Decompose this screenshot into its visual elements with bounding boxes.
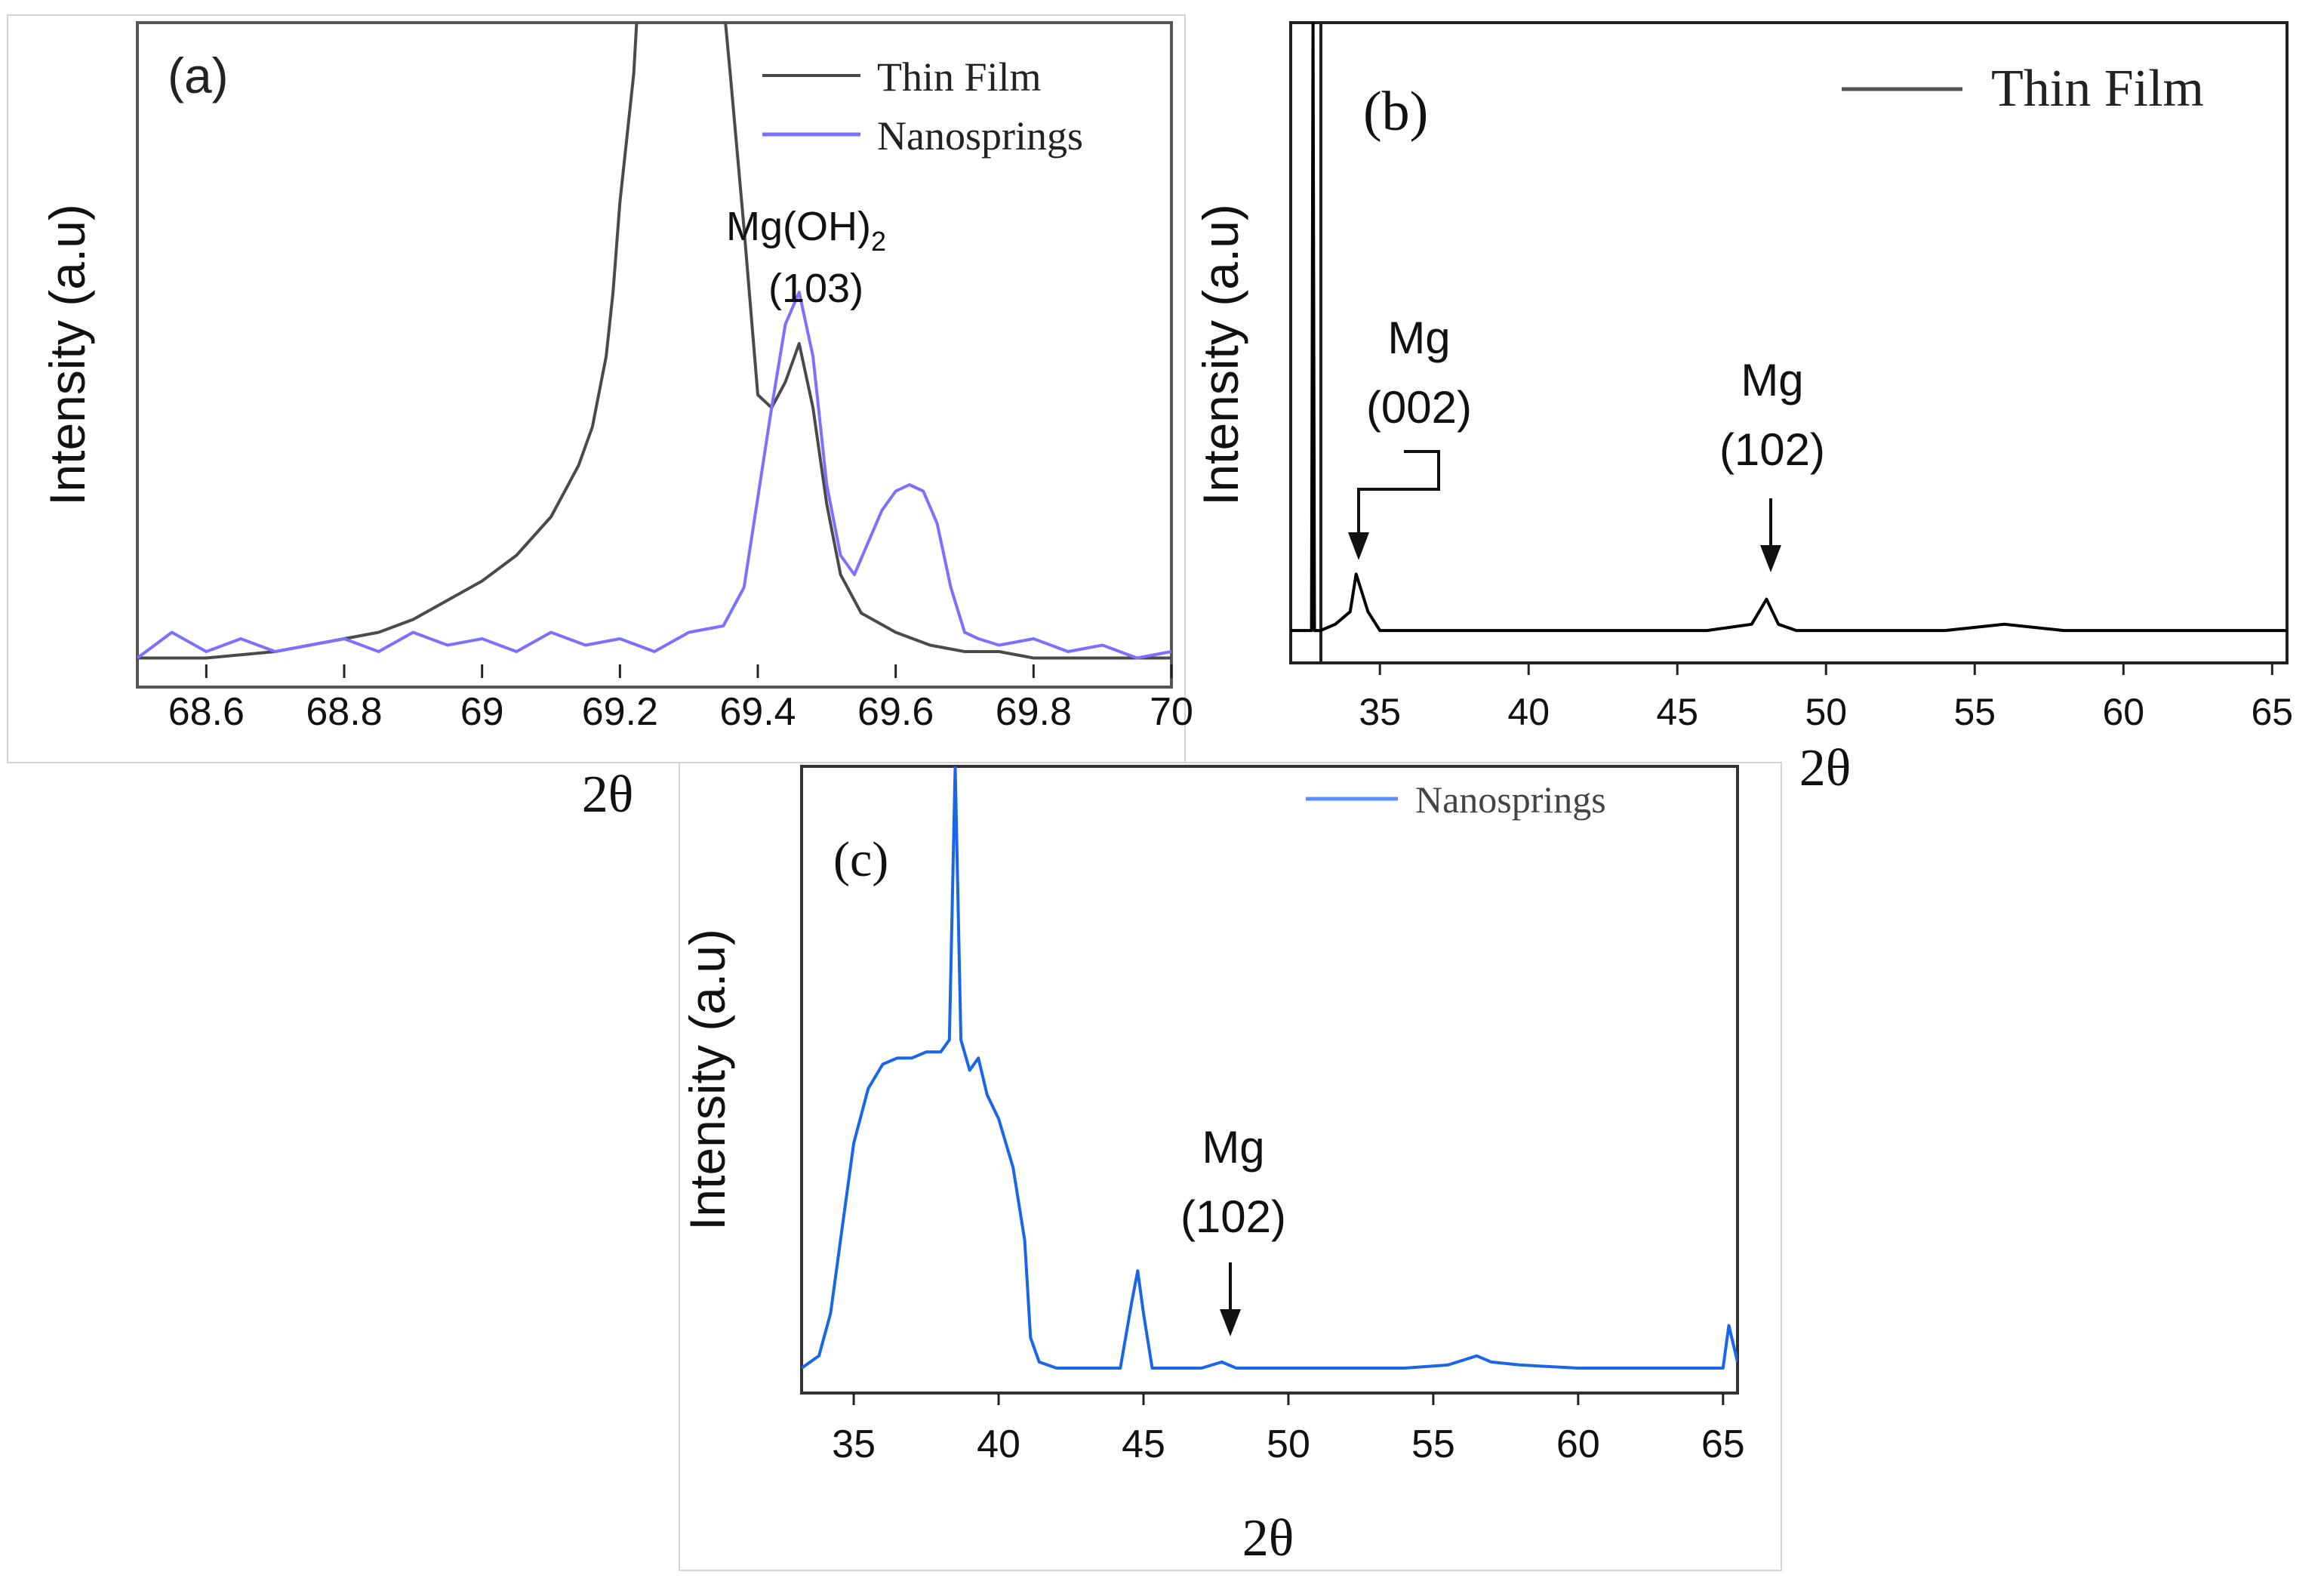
panel-b-y-axis-label: Intensity (a.u) [1193,204,1248,506]
panel-b-x-tick-labels: 35 40 45 50 55 60 65 [1359,691,2293,733]
panel-b-x-tick-label: 45 [1656,691,1698,733]
panel-c-annotation-mg-102: Mg (102) [1180,1122,1286,1336]
panel-b-label: (b) [1363,81,1428,143]
panel-a-annotation-mgoh2-103: Mg(OH)2 (103) [726,204,886,311]
panel-c-plot-frame [800,765,1739,1395]
panel-a-x-tick-label: 69.8 [996,690,1072,734]
panel-a-label: (a) [168,48,229,103]
panel-c-series [802,766,1738,1370]
panel-c-annotation-102-line1: Mg [1202,1122,1264,1173]
panel-a: 68.6 68.8 69 69.2 69.4 69.6 69.8 70 (a) Thin Fi… [7,14,1193,824]
panel-a-x-tick-label: 68.6 [168,690,245,734]
panel-b-annotation-102-line2: (102) [1719,424,1825,475]
panel-c-x-tick-label: 50 [1267,1422,1310,1466]
panel-c-series-nanosprings [802,766,1738,1370]
panel-c-label: (c) [833,832,888,887]
panel-b-x-tick-label: 35 [1359,691,1401,733]
panel-a-outer-frame [7,14,1186,763]
panel-c-y-axis-label: Intensity (a.u) [679,929,735,1231]
panel-c-annotation-102-line2: (102) [1180,1191,1286,1242]
panel-a-legend-label-nanosprings: Nanosprings [877,113,1083,159]
panel-a-annotation-subscript: 2 [871,226,886,257]
panel-c-annotation-102-arrowhead [1220,1309,1241,1336]
panel-b-annotation-002-line1: Mg [1387,313,1450,363]
panel-b-annotation-mg-002: Mg (002) [1348,313,1472,560]
panel-b-annotation-102-arrowhead [1760,545,1781,572]
panel-c-x-ticks [852,1393,1725,1405]
panel-a-x-ticks [205,664,1173,678]
panel-b-x-tick-label: 50 [1805,691,1847,733]
panel-a-x-tick-label: 68.8 [306,690,382,734]
panel-a-plot-frame [136,21,1173,689]
panel-b-annotation-002-leader [1357,450,1440,532]
panel-a-annotation-line2: (103) [768,266,863,311]
panel-c-x-tick-label: 55 [1411,1422,1455,1466]
panel-c-legend-label-nanosprings: Nanosprings [1415,778,1606,821]
panel-b-x-tick-label: 65 [2251,691,2293,733]
panel-b-annotation-mg-102: Mg (102) [1719,355,1825,572]
panel-c-legend: Nanosprings [1306,778,1606,821]
panel-b-x-tick-label: 40 [1507,691,1550,733]
panel-a-series [137,23,1171,660]
panel-b-annotation-102-line1: Mg [1741,355,1803,405]
panel-a-x-tick-label: 69.4 [719,690,796,734]
panel-c-x-tick-label: 65 [1701,1422,1745,1466]
panel-a-x-tick-label: 69.2 [582,690,658,734]
panel-b-series [1291,23,2287,633]
panel-c-x-tick-label: 60 [1556,1422,1600,1466]
panel-c-x-axis-label: 2θ [1242,1509,1294,1567]
panel-c-x-tick-label: 35 [832,1422,876,1466]
panel-b-annotation-002-arrowhead [1348,532,1369,560]
panel-b-series-thin-film [1291,23,2287,633]
panel-a-series-nanosprings [137,291,1171,660]
panel-a-x-axis-label: 2θ [582,766,634,824]
panel-a-x-tick-label: 69 [460,690,504,734]
panel-b-legend: Thin Film [1842,60,2204,118]
panel-b-x-axis-label: 2θ [1799,739,1852,797]
panel-a-x-tick-labels: 68.6 68.8 69 69.2 69.4 69.6 69.8 70 [168,690,1193,734]
panel-a-x-tick-label: 70 [1150,690,1193,734]
panel-c-x-tick-labels: 35 40 45 50 55 60 65 [832,1422,1745,1466]
panel-c: 35 40 45 50 55 60 65 (c) Nanosprings Mg (102) … [679,762,1782,1571]
panel-a-series-thin-film [137,23,1171,660]
panel-a-y-axis-label: Intensity (a.u) [39,204,95,506]
panel-b-x-tick-label: 55 [1953,691,1996,733]
panel-b-legend-label-thin-film: Thin Film [1991,60,2204,118]
panel-a-x-tick-label: 69.6 [857,690,934,734]
panel-a-legend-label-thin-film: Thin Film [877,54,1042,100]
panel-a-legend: Thin Film Nanosprings [762,54,1083,159]
panel-b-plot-frame [1289,21,2289,664]
panel-b: 35 40 45 50 55 60 65 (b) Thin Film Mg (002) Mg… [1193,21,2293,797]
panel-b-x-tick-label: 60 [2102,691,2144,733]
panel-b-x-ticks [1378,663,2273,675]
panel-b-annotation-002-line2: (002) [1366,382,1472,433]
panel-c-x-tick-label: 40 [977,1422,1020,1466]
panel-c-outer-frame [679,762,1782,1571]
panel-c-x-tick-label: 45 [1122,1422,1165,1466]
panel-a-annotation-line1: Mg(OH)2 [726,204,886,257]
panel-a-annotation-main: Mg(OH) [726,204,871,249]
